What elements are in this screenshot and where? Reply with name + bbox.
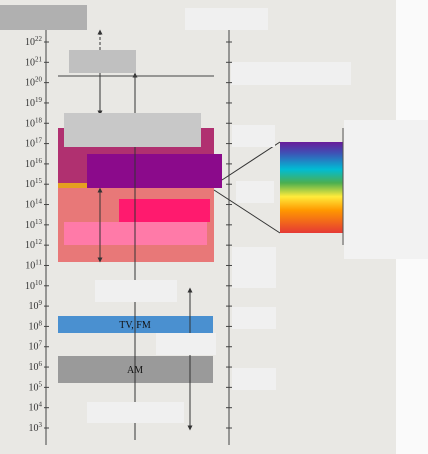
tick-exponent: 9 — [39, 299, 43, 307]
visible-strip — [58, 183, 88, 188]
tick-exponent: 21 — [35, 55, 43, 63]
redacted — [156, 333, 216, 355]
redacted — [64, 113, 201, 147]
tick-label: 1019 — [25, 96, 43, 109]
redacted — [87, 402, 184, 423]
tick-base: 10 — [25, 220, 35, 231]
tick-label: 104 — [29, 401, 43, 414]
tick-label: 1020 — [25, 76, 43, 89]
tick-label: 1018 — [25, 116, 43, 129]
tick-base: 10 — [25, 260, 35, 271]
redacted — [232, 368, 276, 390]
visible-block — [87, 154, 222, 188]
tick-exponent: 6 — [39, 360, 43, 368]
tick-exponent: 4 — [39, 401, 43, 409]
redacted — [95, 280, 177, 302]
tick-base: 10 — [29, 423, 39, 434]
tick-base: 10 — [29, 321, 39, 332]
tick-exponent: 18 — [35, 116, 43, 124]
tick-exponent: 10 — [35, 279, 43, 287]
tick-exponent: 13 — [35, 218, 43, 226]
tick-base: 10 — [25, 281, 35, 292]
redacted — [344, 120, 428, 259]
tick-base: 10 — [25, 118, 35, 129]
redacted — [232, 307, 276, 329]
tick-base: 10 — [25, 78, 35, 89]
tick-exponent: 16 — [35, 157, 43, 165]
tick-label: 1017 — [25, 137, 43, 150]
tick-base: 10 — [25, 159, 35, 170]
tick-base: 10 — [29, 342, 39, 353]
tick-base: 10 — [25, 98, 35, 109]
tick-base: 10 — [25, 240, 35, 251]
tick-base: 10 — [25, 139, 35, 150]
tick-exponent: 15 — [35, 177, 43, 185]
tick-exponent: 5 — [39, 380, 43, 388]
tick-exponent: 12 — [35, 238, 43, 246]
tick-exponent: 14 — [35, 198, 43, 206]
tick-base: 10 — [25, 179, 35, 190]
tick-base: 10 — [25, 57, 35, 68]
redacted — [232, 125, 275, 147]
tick-base: 10 — [25, 37, 35, 48]
visible-spectrum — [280, 142, 343, 233]
redacted — [231, 62, 351, 85]
tick-exponent: 7 — [39, 340, 43, 348]
tick-label: 1010 — [25, 279, 43, 292]
tick-label: 1014 — [25, 198, 43, 211]
tick-label: 1021 — [25, 55, 43, 68]
redacted — [236, 181, 274, 203]
tick-base: 10 — [29, 301, 39, 312]
tick-exponent: 3 — [39, 421, 43, 429]
tick-label: 106 — [29, 360, 43, 373]
ir-sub-block — [119, 199, 210, 222]
tick-base: 10 — [25, 200, 35, 211]
tick-label: 1022 — [25, 35, 43, 48]
tick-label: 105 — [29, 380, 43, 393]
tick-label: 1012 — [25, 238, 43, 251]
tick-exponent: 17 — [35, 137, 43, 145]
tick-base: 10 — [29, 403, 39, 414]
tick-label: 103 — [29, 421, 43, 434]
zoom-line — [213, 189, 281, 234]
tick-label: 1013 — [25, 218, 43, 231]
tick-label: 1011 — [25, 258, 42, 271]
tick-exponent: 20 — [35, 76, 43, 84]
tick-label: 108 — [29, 319, 43, 332]
tick-label: 1016 — [25, 157, 43, 170]
tick-base: 10 — [29, 362, 39, 373]
redacted — [232, 247, 276, 288]
redacted — [0, 5, 87, 30]
tick-exponent: 11 — [35, 258, 42, 266]
tick-exponent: 8 — [39, 319, 43, 327]
tick-exponent: 19 — [35, 96, 43, 104]
zoom-line — [221, 141, 281, 181]
tick-exponent: 22 — [35, 35, 43, 43]
redacted — [185, 8, 268, 30]
tick-base: 10 — [29, 382, 39, 393]
tick-label: 109 — [29, 299, 43, 312]
tick-label: 1015 — [25, 177, 43, 190]
redacted — [69, 50, 136, 73]
tick-label: 107 — [29, 340, 43, 353]
